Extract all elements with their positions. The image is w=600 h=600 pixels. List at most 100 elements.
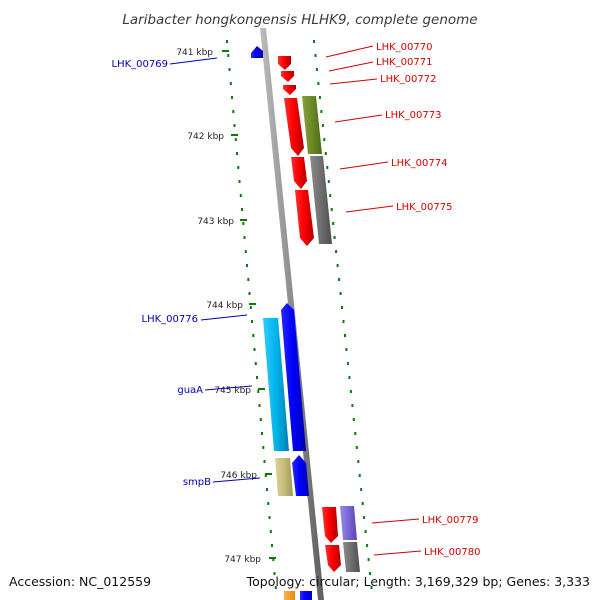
topology-text: Topology: circular; Length: 3,169,329 bp…	[246, 574, 590, 589]
scale-ring-dot	[256, 376, 258, 379]
scale-ring-dot	[319, 96, 321, 99]
kbp-label-741: 741 kbp	[176, 48, 213, 58]
scale-ring-dot	[331, 208, 333, 211]
scale-ring-dot	[359, 474, 361, 477]
scale-ring-dot	[249, 292, 251, 295]
scale-ring-dot	[259, 404, 261, 407]
scale-ring-dot	[345, 348, 347, 351]
scale-ring-dot	[347, 362, 349, 365]
scale-ring-dot	[356, 446, 358, 449]
gene-lhk-00771[interactable]	[281, 71, 294, 82]
gene-lhk-00770[interactable]	[278, 56, 291, 70]
scale-ring-dot	[261, 432, 263, 435]
label-lhk-00775[interactable]: LHK_00775	[396, 202, 452, 213]
scale-ring-dot	[357, 460, 359, 463]
scale-ring-dot	[231, 96, 233, 99]
map-title: Laribacter hongkongensis HLHK9, complete…	[122, 12, 477, 28]
kbp-label-747: 747 kbp	[224, 555, 261, 565]
scale-ring-dot	[241, 208, 243, 211]
scale-ring-dot	[250, 306, 252, 309]
scale-ring-dot	[229, 68, 231, 71]
scale-ring-dot	[315, 54, 317, 57]
gene-partial-orange[interactable]	[284, 591, 295, 600]
gene-lhk-00780-outer[interactable]	[343, 542, 360, 572]
scale-ring-dot	[326, 166, 328, 169]
scale-ring-dot	[348, 376, 350, 379]
label-lhk-00773[interactable]: LHK_00773	[385, 110, 441, 121]
scale-ring-dot	[232, 110, 234, 113]
gene-lhk-00780-inner[interactable]	[325, 545, 341, 572]
scale-ring-dot	[271, 544, 273, 547]
scale-ring-dot	[329, 194, 331, 197]
scale-ring-dot	[262, 446, 264, 449]
scale-ring-dot	[270, 530, 272, 533]
gene-lhk-00779-inner[interactable]	[322, 507, 338, 543]
gene-lhk-00769[interactable]	[251, 46, 263, 58]
scale-ring-dot	[235, 138, 237, 141]
scale-ring-dot	[246, 264, 248, 267]
scale-ring-dot	[362, 502, 364, 505]
gene-lhk-00773-outer[interactable]	[302, 96, 322, 154]
scale-ring-dot	[360, 488, 362, 491]
gene-lhk-00779-outer[interactable]	[340, 506, 357, 540]
scale-ring-dot	[255, 362, 257, 365]
scale-ring-dot	[322, 124, 324, 127]
label-smpb[interactable]: smpB	[183, 477, 211, 488]
scale-ring-dot	[323, 138, 325, 141]
scale-ring-dot	[368, 558, 370, 561]
label-lhk-00772[interactable]: LHK_00772	[380, 74, 436, 85]
gene-lhk-00775-inner[interactable]	[295, 190, 314, 246]
scale-ring-dot	[234, 124, 236, 127]
scale-ring-dot	[343, 320, 345, 323]
scale-ring-dot	[332, 222, 334, 225]
scale-ring-dot	[226, 40, 228, 43]
gene-lhk-00773-inner[interactable]	[284, 98, 304, 156]
scale-ring-dot	[325, 152, 327, 155]
scale-ring-dot	[237, 166, 239, 169]
label-lhk-00769[interactable]: LHK_00769	[112, 59, 168, 70]
scale-ring-dot	[340, 292, 342, 295]
label-lhk-00770[interactable]: LHK_00770	[376, 42, 432, 53]
scale-ring-dot	[264, 460, 266, 463]
scale-ring-dot	[317, 82, 319, 85]
scale-ring-dot	[366, 544, 368, 547]
label-lhk-00774[interactable]: LHK_00774	[391, 158, 447, 169]
label-lhk-00780[interactable]: LHK_00780	[424, 547, 480, 558]
scale-ring-dot	[247, 278, 249, 281]
scale-ring-dot	[260, 418, 262, 421]
gene-lhk-00774-inner[interactable]	[291, 157, 307, 189]
scale-ring-dot	[252, 334, 254, 337]
gene-lhk-00775-outer[interactable]	[310, 156, 332, 244]
gene-lhk-00772[interactable]	[283, 85, 296, 95]
label-guaa[interactable]: guaA	[177, 385, 203, 396]
scale-ring-dot	[245, 250, 247, 253]
scale-ring-dot	[328, 180, 330, 183]
scale-ring-dot	[251, 320, 253, 323]
scale-ring-dot	[335, 250, 337, 253]
scale-ring-dot	[254, 348, 256, 351]
kbp-label-743: 743 kbp	[197, 217, 234, 227]
scale-ring-dot	[341, 306, 343, 309]
accession-text: Accession: NC_012559	[9, 574, 151, 589]
scale-ring-dot	[350, 390, 352, 393]
scale-ring-dot	[365, 530, 367, 533]
scale-ring-dot	[313, 40, 315, 43]
scale-ring-dot	[240, 194, 242, 197]
label-lhk-00776[interactable]: LHK_00776	[142, 314, 198, 325]
gene-partial-blue[interactable]	[300, 591, 312, 600]
scale-ring-dot	[267, 502, 269, 505]
scale-ring-dot	[351, 404, 353, 407]
scale-ring-dot	[338, 278, 340, 281]
scale-ring-dot	[269, 516, 271, 519]
gene-smpb-outer[interactable]	[275, 458, 293, 496]
label-lhk-00779[interactable]: LHK_00779	[422, 515, 478, 526]
scale-ring-dot	[316, 68, 318, 71]
scale-ring-dot	[353, 418, 355, 421]
scale-ring-dot	[257, 390, 259, 393]
scale-ring-dot	[239, 180, 241, 183]
kbp-label-744: 744 kbp	[206, 301, 243, 311]
scale-ring-dot	[244, 236, 246, 239]
label-lhk-00771[interactable]: LHK_00771	[376, 57, 432, 68]
scale-ring-dot	[337, 264, 339, 267]
